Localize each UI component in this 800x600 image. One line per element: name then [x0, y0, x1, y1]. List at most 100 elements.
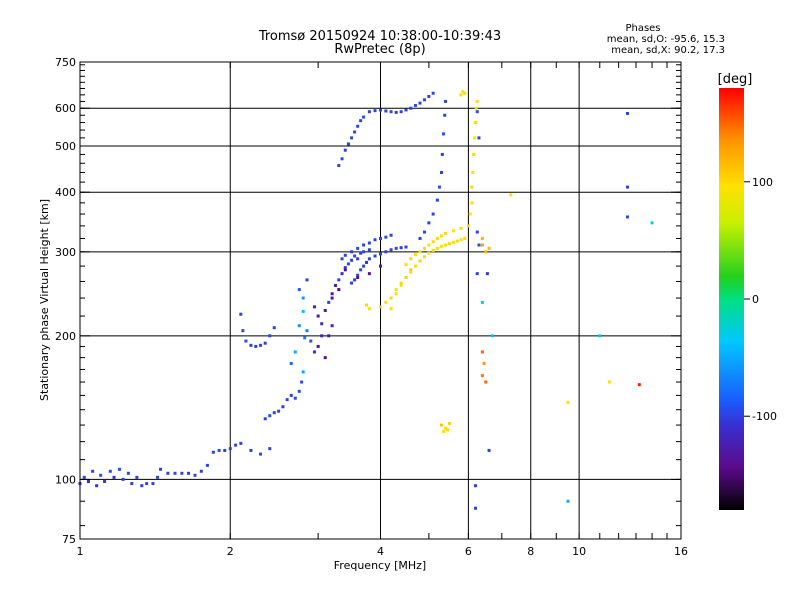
plot-grid: [80, 62, 681, 539]
data-point: [301, 309, 305, 313]
data-point: [451, 240, 455, 244]
data-point: [356, 273, 360, 277]
data-point: [389, 110, 393, 114]
data-point: [480, 236, 484, 240]
data-point: [87, 479, 91, 483]
data-point: [418, 250, 422, 254]
data-point: [566, 499, 570, 503]
y-tick-label: 75: [62, 533, 76, 546]
data-point: [156, 475, 160, 479]
data-point: [316, 314, 320, 318]
data-point: [389, 233, 393, 237]
data-point: [228, 447, 232, 451]
x-tick-label: 8: [527, 545, 534, 558]
data-point: [440, 234, 444, 238]
data-point: [466, 224, 470, 228]
data-point: [404, 108, 408, 112]
data-point: [480, 350, 484, 354]
data-point: [384, 250, 388, 254]
data-point: [474, 106, 478, 110]
data-point: [379, 108, 382, 112]
data-point: [509, 193, 513, 197]
data-point: [91, 469, 95, 473]
data-point: [333, 283, 337, 287]
data-point: [440, 152, 444, 156]
data-point: [422, 246, 426, 250]
data-point: [472, 152, 476, 156]
data-point: [263, 417, 267, 421]
data-point: [384, 109, 388, 113]
data-point: [367, 248, 371, 252]
data-point: [444, 243, 448, 247]
data-point: [442, 132, 446, 136]
data-point: [356, 257, 360, 261]
data-point: [384, 235, 388, 239]
data-point: [263, 341, 267, 345]
data-point: [435, 246, 439, 250]
data-point: [404, 263, 408, 267]
y-tick-label: 300: [55, 246, 76, 259]
data-point: [121, 477, 125, 481]
data-point: [259, 452, 263, 456]
data-point: [300, 380, 304, 384]
data-point: [431, 240, 435, 244]
data-point: [362, 243, 366, 247]
data-point: [399, 283, 403, 287]
colorbar-label: [deg]: [718, 72, 753, 87]
data-point: [475, 230, 479, 234]
data-point: [305, 329, 309, 333]
data-point: [413, 264, 417, 268]
data-point: [193, 473, 197, 477]
data-point: [422, 98, 426, 102]
data-point: [470, 185, 474, 189]
data-point: [431, 248, 435, 252]
data-point: [293, 350, 297, 354]
data-point: [337, 288, 341, 292]
data-point: [343, 148, 347, 152]
data-point: [409, 257, 413, 261]
data-point: [99, 473, 103, 477]
data-point: [312, 350, 316, 354]
data-point: [487, 246, 491, 250]
y-tick-label: 200: [55, 330, 76, 343]
data-point: [440, 244, 444, 248]
data-point: [362, 264, 366, 268]
data-point: [448, 421, 452, 425]
data-point: [379, 264, 382, 268]
data-point: [484, 380, 488, 384]
data-point: [234, 443, 238, 447]
data-point: [389, 248, 393, 252]
data-point: [435, 236, 439, 240]
data-point: [444, 231, 448, 235]
data-point: [409, 268, 413, 272]
data-point: [108, 469, 112, 473]
data-point: [103, 479, 107, 483]
data-point: [323, 308, 327, 312]
data-point: [199, 469, 203, 473]
data-point: [356, 124, 360, 128]
data-point: [473, 506, 477, 510]
data-point: [173, 471, 177, 475]
data-point: [490, 334, 494, 338]
data-point: [301, 370, 305, 374]
data-point: [166, 471, 170, 475]
data-point: [312, 305, 316, 309]
data-point: [337, 278, 341, 282]
data-point: [249, 343, 253, 347]
data-point: [468, 212, 472, 216]
data-point: [625, 111, 629, 115]
data-point: [159, 467, 163, 471]
data-point: [362, 115, 366, 119]
data-point: [327, 334, 331, 338]
data-point: [459, 238, 463, 242]
y-tick-label: 750: [55, 56, 76, 69]
data-point: [373, 109, 377, 113]
data-point: [268, 334, 272, 338]
data-point: [637, 383, 641, 387]
data-point: [418, 236, 422, 240]
data-point: [118, 467, 122, 471]
data-point: [359, 251, 363, 255]
data-point: [316, 344, 320, 348]
data-point: [205, 463, 209, 467]
